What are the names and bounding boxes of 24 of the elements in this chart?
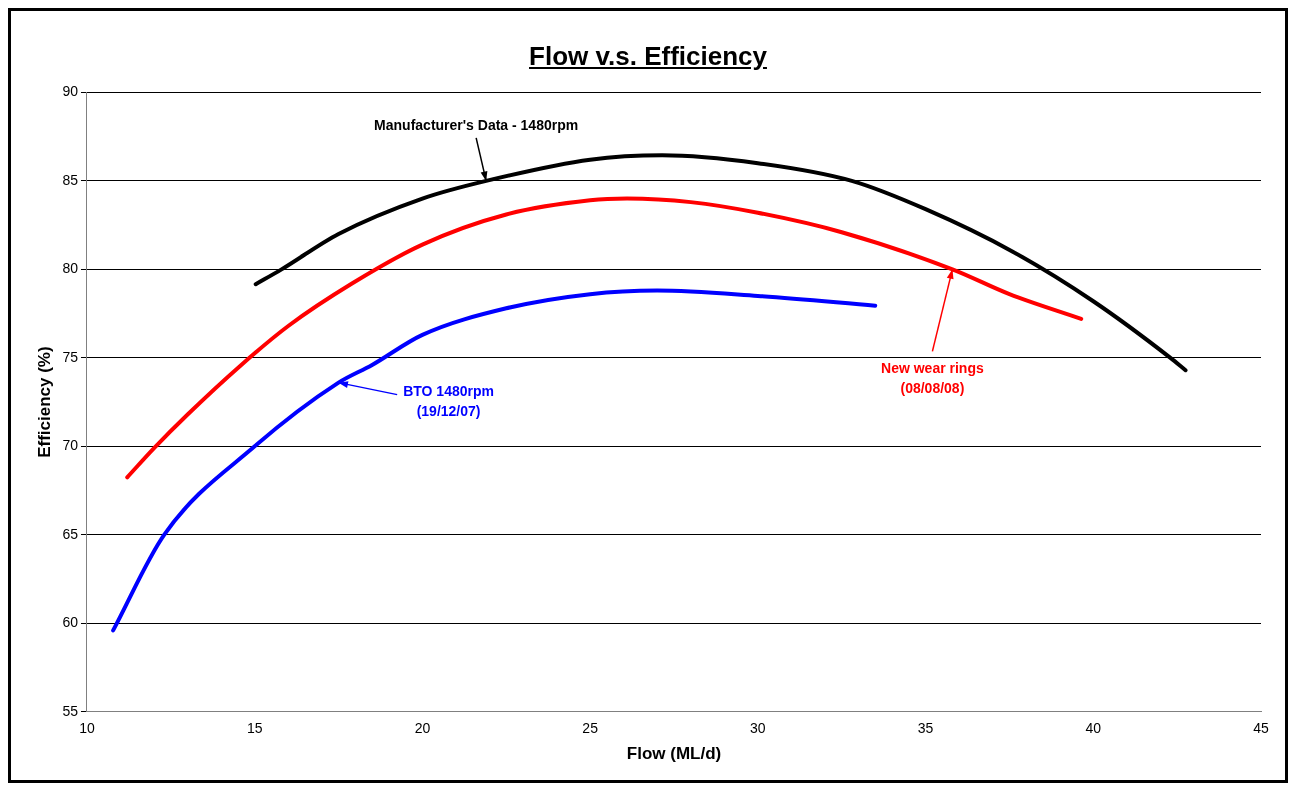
chart-title: Flow v.s. Efficiency	[528, 40, 768, 73]
annotation: New wear rings (08/08/08)	[881, 360, 984, 397]
annotation: BTO 1480rpm (19/12/07)	[403, 383, 494, 420]
y-tick-label: 75	[62, 348, 79, 365]
x-tick-label: 25	[582, 720, 599, 737]
x-tick-label: 35	[917, 720, 934, 737]
y-tick-label: 65	[62, 525, 79, 542]
y-tick-label: 70	[62, 437, 79, 454]
x-tick-label: 10	[79, 720, 95, 737]
y-tick-label: 80	[62, 260, 79, 277]
y-tick-label: 85	[62, 171, 79, 188]
line-series	[125, 196, 1084, 480]
x-tick-label: 40	[1085, 720, 1102, 737]
y-axis-title: Efficiency (%)	[34, 346, 54, 458]
y-tick-label: 90	[62, 83, 79, 100]
line-series	[111, 288, 878, 633]
annotation: Manufacturer's Data - 1480rpm	[374, 116, 579, 133]
x-tick-label: 20	[414, 720, 431, 737]
x-tick-label: 45	[1253, 720, 1269, 737]
x-tick-label: 15	[246, 720, 263, 737]
x-axis-title: Flow (ML/d)	[626, 744, 722, 764]
y-tick-label: 55	[62, 702, 79, 719]
x-tick-label: 30	[750, 720, 766, 737]
y-tick-label: 60	[62, 614, 79, 631]
